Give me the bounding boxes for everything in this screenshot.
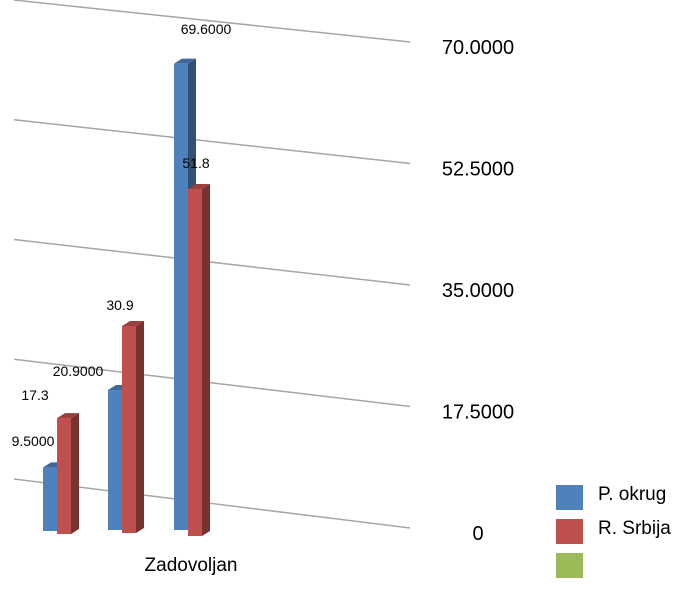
- legend-label: P. okrug: [598, 484, 667, 505]
- bar: [122, 320, 144, 533]
- legend-label: R. Srbija: [598, 518, 671, 539]
- gridline: [13, 0, 411, 43]
- legend-swatch: [556, 553, 583, 578]
- legend-swatch: [556, 485, 583, 510]
- gridlines: [13, 0, 411, 529]
- y-tick-label: 35.0000: [442, 280, 514, 302]
- category-label: Zadovoljan: [145, 555, 238, 576]
- y-tick-label: 17.5000: [442, 402, 514, 424]
- bar: [57, 413, 79, 534]
- data-label: 17.3: [21, 387, 48, 403]
- gridline: [13, 358, 411, 408]
- gridline: [13, 478, 411, 529]
- y-tick-label: 70.0000: [442, 37, 514, 59]
- gridline: [13, 238, 411, 286]
- data-label: 51.8: [182, 155, 209, 171]
- gridline: [13, 119, 411, 165]
- y-axis-ticks: 0 17.5000 35.0000 52.5000 70.0000: [442, 37, 514, 545]
- legend-swatch: [556, 519, 583, 544]
- data-labels: 9.5000 20.9000 69.6000 17.3 30.9 51.8: [12, 21, 232, 449]
- data-label: 30.9: [106, 297, 133, 313]
- bar: [188, 183, 210, 536]
- data-label: 69.6000: [181, 21, 232, 37]
- data-label: 20.9000: [53, 363, 104, 379]
- y-tick-label: 52.5000: [442, 159, 514, 181]
- data-label: 9.5000: [12, 433, 55, 449]
- bars: [43, 58, 210, 536]
- y-tick-label: 0: [472, 523, 483, 545]
